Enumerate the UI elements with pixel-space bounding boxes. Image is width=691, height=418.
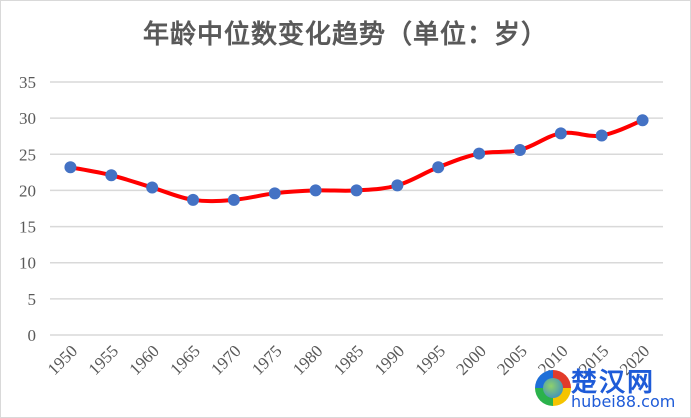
x-tick-label: 1960 — [126, 341, 163, 378]
data-point-marker — [64, 161, 77, 174]
y-tick-label: 15 — [19, 218, 36, 237]
y-tick-label: 5 — [28, 290, 37, 309]
x-tick-label: 1955 — [85, 341, 122, 378]
y-tick-label: 30 — [19, 109, 36, 128]
data-point-marker — [187, 193, 200, 206]
data-point-marker — [595, 129, 608, 142]
data-point-marker — [227, 193, 240, 206]
data-point-marker — [513, 143, 526, 156]
y-tick-label: 0 — [28, 326, 37, 345]
data-point-marker — [268, 187, 281, 200]
watermark: 楚汉网 hubei88.com — [535, 362, 685, 414]
data-point-marker — [350, 184, 363, 197]
gridlines — [50, 81, 663, 336]
x-tick-label: 1975 — [248, 341, 285, 378]
watermark-en: hubei88.com — [571, 392, 676, 411]
y-tick-label: 25 — [19, 145, 36, 164]
watermark-cn: 楚汉网 — [571, 368, 656, 398]
x-tick-label: 2005 — [493, 341, 530, 378]
data-point-marker — [105, 169, 118, 182]
x-tick-label: 1980 — [289, 341, 326, 378]
x-tick-label: 1965 — [166, 341, 203, 378]
x-tick-label: 1985 — [330, 341, 367, 378]
data-point-marker — [636, 114, 649, 127]
x-tick-label: 1950 — [44, 341, 81, 378]
y-tick-label: 20 — [19, 181, 36, 200]
data-markers — [64, 114, 649, 206]
x-tick-label: 2000 — [452, 341, 489, 378]
data-point-marker — [309, 184, 322, 197]
globe-logo-icon — [535, 370, 571, 406]
y-tick-label: 10 — [19, 254, 36, 273]
data-point-marker — [432, 161, 445, 174]
y-tick-label: 35 — [19, 73, 36, 92]
data-point-marker — [391, 179, 404, 192]
y-axis: 0 5 10 15 20 25 30 35 — [19, 73, 36, 345]
data-point-marker — [473, 147, 486, 160]
data-point-marker — [554, 127, 567, 140]
x-tick-label: 1970 — [207, 341, 244, 378]
x-tick-label: 1990 — [371, 341, 408, 378]
x-tick-label: 1995 — [412, 341, 449, 378]
data-point-marker — [146, 181, 159, 194]
chart-title: 年龄中位数变化趋势（单位：岁） — [142, 20, 548, 50]
